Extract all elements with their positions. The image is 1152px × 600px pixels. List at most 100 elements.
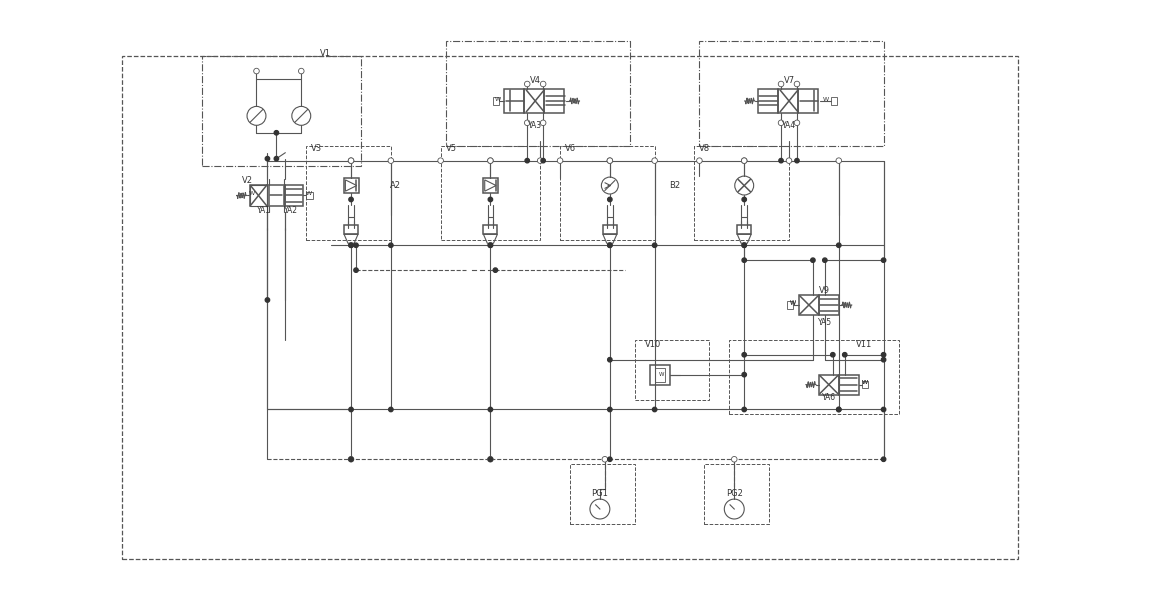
- Circle shape: [488, 407, 493, 412]
- Bar: [650, 365, 669, 385]
- Circle shape: [836, 243, 841, 247]
- Circle shape: [742, 258, 746, 262]
- Circle shape: [742, 158, 746, 163]
- Circle shape: [881, 353, 886, 357]
- Circle shape: [349, 197, 354, 202]
- Circle shape: [742, 243, 746, 247]
- Text: V1: V1: [320, 49, 331, 58]
- Bar: [544, 89, 564, 113]
- Circle shape: [794, 81, 799, 87]
- Circle shape: [298, 68, 304, 74]
- Circle shape: [388, 158, 394, 163]
- Bar: [787, 301, 794, 309]
- Text: A2: A2: [391, 181, 401, 190]
- Bar: [524, 89, 544, 113]
- Circle shape: [742, 407, 746, 412]
- Text: YA2: YA2: [285, 206, 298, 215]
- Circle shape: [881, 457, 886, 461]
- Text: V9: V9: [819, 286, 831, 295]
- Circle shape: [348, 158, 354, 163]
- Circle shape: [349, 457, 354, 461]
- Circle shape: [349, 407, 354, 412]
- Bar: [699, 41, 884, 146]
- Circle shape: [607, 457, 612, 461]
- Circle shape: [697, 158, 703, 163]
- Bar: [862, 381, 869, 388]
- Circle shape: [786, 158, 791, 163]
- Circle shape: [881, 407, 886, 412]
- Text: W: W: [862, 380, 867, 385]
- Circle shape: [558, 158, 563, 163]
- Circle shape: [354, 268, 358, 272]
- Circle shape: [488, 457, 493, 461]
- Text: YA3: YA3: [528, 121, 543, 130]
- Circle shape: [607, 243, 612, 247]
- Bar: [737, 226, 751, 235]
- Circle shape: [524, 120, 530, 125]
- Circle shape: [349, 243, 354, 247]
- Circle shape: [487, 158, 493, 163]
- Text: W: W: [790, 301, 796, 305]
- Bar: [819, 295, 839, 315]
- Circle shape: [742, 158, 746, 163]
- Circle shape: [836, 158, 842, 163]
- Text: V2: V2: [242, 176, 252, 185]
- Text: W: W: [306, 191, 312, 196]
- Circle shape: [652, 407, 657, 412]
- Bar: [799, 295, 819, 315]
- Bar: [267, 185, 286, 206]
- Text: W: W: [249, 191, 256, 196]
- Text: V8: V8: [699, 144, 711, 153]
- Circle shape: [487, 457, 493, 462]
- Polygon shape: [485, 180, 497, 191]
- Text: V4: V4: [530, 76, 540, 85]
- Polygon shape: [346, 180, 357, 191]
- Bar: [250, 185, 267, 206]
- Bar: [798, 89, 818, 113]
- Text: YA5: YA5: [818, 319, 832, 328]
- Bar: [484, 226, 498, 235]
- Bar: [493, 97, 499, 104]
- Text: V5: V5: [446, 144, 456, 153]
- Circle shape: [811, 258, 816, 262]
- Bar: [122, 56, 1018, 559]
- Circle shape: [795, 158, 799, 163]
- Circle shape: [779, 158, 783, 163]
- Circle shape: [438, 158, 444, 163]
- Bar: [344, 226, 358, 235]
- Circle shape: [265, 298, 270, 302]
- Circle shape: [541, 158, 545, 163]
- Circle shape: [524, 81, 530, 87]
- Circle shape: [607, 158, 613, 163]
- Circle shape: [265, 157, 270, 161]
- Bar: [505, 89, 524, 113]
- Circle shape: [742, 243, 746, 247]
- Circle shape: [732, 457, 737, 462]
- Circle shape: [525, 158, 530, 163]
- Text: W: W: [659, 372, 665, 377]
- Bar: [286, 185, 303, 206]
- Bar: [695, 146, 789, 240]
- Circle shape: [607, 243, 612, 247]
- Bar: [704, 464, 770, 524]
- Circle shape: [742, 373, 746, 377]
- Text: YA1: YA1: [257, 206, 271, 215]
- Circle shape: [842, 353, 847, 357]
- Circle shape: [349, 243, 354, 247]
- Bar: [202, 56, 361, 166]
- Text: W: W: [824, 97, 829, 101]
- Circle shape: [836, 407, 841, 412]
- Bar: [729, 340, 899, 415]
- Text: PG2: PG2: [726, 488, 743, 497]
- Bar: [250, 185, 266, 206]
- Circle shape: [487, 158, 493, 163]
- Text: W: W: [494, 97, 501, 101]
- Bar: [440, 146, 540, 240]
- Text: V3: V3: [311, 144, 323, 153]
- Bar: [306, 192, 312, 199]
- Circle shape: [742, 197, 746, 202]
- Circle shape: [607, 158, 613, 163]
- Circle shape: [253, 68, 259, 74]
- Text: V11: V11: [856, 340, 872, 349]
- Circle shape: [488, 197, 493, 202]
